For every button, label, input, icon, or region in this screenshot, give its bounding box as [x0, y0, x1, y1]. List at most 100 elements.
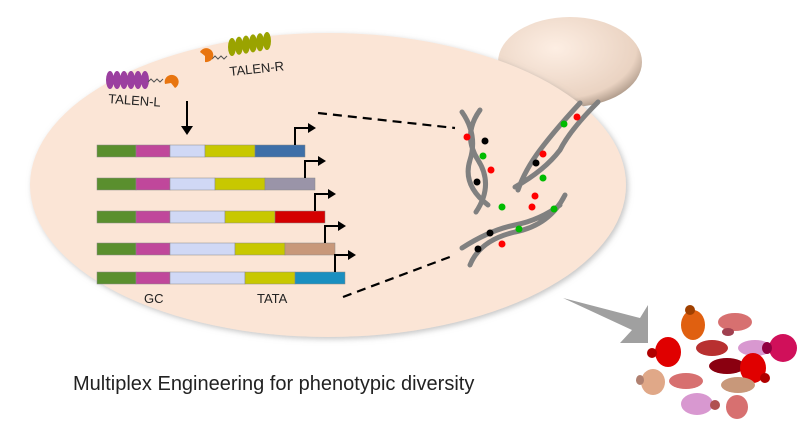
promoter-arrow-icon [324, 225, 340, 243]
mutation-dot [498, 240, 506, 248]
talen-l-repeat [141, 71, 149, 89]
yeast-cell [30, 33, 626, 337]
segment [135, 177, 171, 191]
segment [274, 210, 326, 224]
mutation-dot [486, 229, 494, 237]
yeast-cell-icon [718, 313, 752, 331]
yeast-cell-icon [641, 369, 665, 395]
mutation-dot [474, 245, 482, 253]
talen-l-repeat [113, 71, 121, 89]
promoter-arrow-icon [334, 254, 350, 272]
segment [254, 144, 306, 158]
arrowhead [318, 156, 326, 166]
linker [211, 55, 228, 60]
segment [135, 210, 171, 224]
mutation-dot [487, 166, 495, 174]
talen-r-label: TALEN-R [229, 58, 285, 79]
talen-r-repeat [263, 32, 271, 50]
yeast-cell-icon [722, 328, 734, 336]
construct-row [96, 189, 336, 224]
promoter-constructs [96, 123, 356, 285]
segment [234, 242, 286, 256]
talen-l-repeat [134, 71, 142, 89]
segment [264, 177, 316, 191]
segment [135, 271, 171, 285]
diverse-yeast-cells [636, 305, 797, 419]
yeast-cell-icon [710, 400, 720, 410]
talen-r-repeat [256, 33, 264, 52]
segment [204, 144, 256, 158]
yeast-cell-icon [709, 358, 745, 374]
yeast-cell-icon [762, 342, 772, 354]
yeast-cell-icon [740, 353, 766, 383]
tata-label: TATA [257, 291, 288, 306]
yeast-cell-icon [681, 393, 713, 415]
promoter-arrow-icon [294, 127, 310, 145]
segment [169, 271, 246, 285]
mutation-dot [573, 113, 581, 121]
arrowhead [338, 221, 346, 231]
construct-row [96, 221, 346, 256]
mutation-dot [515, 225, 523, 233]
mutation-dot [539, 150, 547, 158]
yeast-cell-icon [696, 340, 728, 356]
yeast-cell-icon [685, 305, 695, 315]
mutation-dot [473, 178, 481, 186]
yeast-cell-icon [760, 373, 770, 383]
talen-l: TALEN-L [106, 71, 179, 110]
talen-l-repeat [127, 71, 135, 89]
mutation-dot [528, 203, 536, 211]
segment [169, 210, 226, 224]
nuclease-icon [164, 74, 179, 88]
yeast-cell-icon [636, 375, 644, 385]
yeast-cell-icon [681, 310, 705, 340]
segment [135, 242, 171, 256]
nuclease-icon [200, 48, 214, 63]
zoom-line-top [317, 111, 456, 130]
yeast-cell-icon [669, 373, 703, 389]
mutation-dot [463, 133, 471, 141]
arrowhead [348, 250, 356, 260]
mutation-dot [481, 137, 489, 145]
mutation-dot [560, 120, 568, 128]
talen-l-label: TALEN-L [108, 91, 161, 110]
segment [284, 242, 336, 256]
segment [294, 271, 346, 285]
segment [224, 210, 276, 224]
caption: Multiplex Engineering for phenotypic div… [73, 373, 474, 395]
talen-r-repeat [242, 35, 250, 54]
segment [169, 144, 206, 158]
segment [96, 144, 137, 158]
talen-l-repeat [120, 71, 128, 89]
yeast-cell-icon [647, 348, 657, 358]
segment [135, 144, 171, 158]
talen-r-repeat [228, 38, 236, 56]
result-arrow [563, 298, 648, 343]
zoom-line-bottom [342, 253, 456, 299]
yeast-cell-icon [726, 395, 748, 419]
construct-row [96, 156, 326, 191]
talen-r-repeat [249, 34, 257, 53]
segment [96, 210, 137, 224]
segment [96, 177, 137, 191]
construct-row [96, 250, 356, 285]
arrowhead [328, 189, 336, 199]
talen-r-repeat [235, 36, 243, 55]
mutation-dot [498, 203, 506, 211]
down-arrow [181, 101, 193, 135]
construct-row [96, 123, 316, 158]
mutation-dot [479, 152, 487, 160]
gc-label: GC [144, 291, 164, 306]
mutation-dot [532, 159, 540, 167]
segment [244, 271, 296, 285]
segment [96, 242, 137, 256]
segment [96, 271, 137, 285]
mutation-dot [531, 192, 539, 200]
segment [214, 177, 266, 191]
mutation-dot [539, 174, 547, 182]
promoter-arrow-icon [314, 193, 330, 211]
talen-l-repeat [106, 71, 114, 89]
arrowhead [308, 123, 316, 133]
yeast-cell-icon [655, 337, 681, 367]
promoter-arrow-icon [304, 160, 320, 178]
